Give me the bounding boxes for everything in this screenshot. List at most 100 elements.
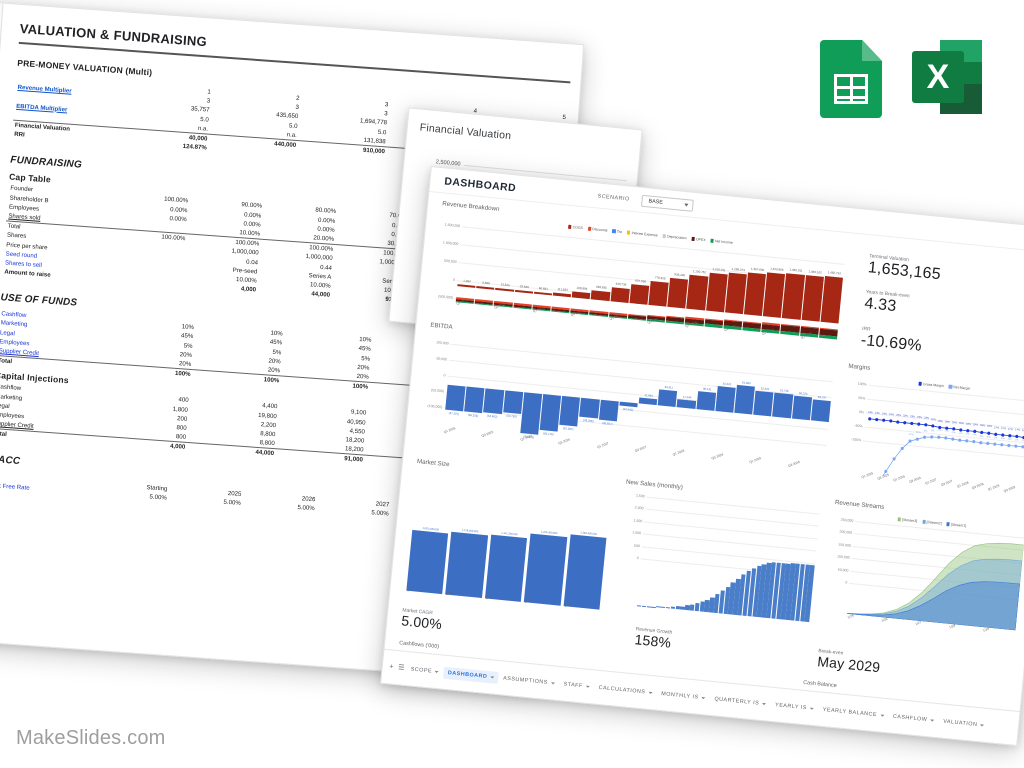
bar-label: (67,337) <box>562 426 574 432</box>
sheet-tab-monthly-is[interactable]: MONTHLY IS <box>657 687 710 704</box>
bar-label: 936,240 <box>674 272 686 278</box>
data-label: -2% <box>944 429 949 434</box>
data-label: 20% <box>944 419 950 424</box>
kpi-irr: IRR -10.69% <box>860 326 1024 366</box>
chevron-down-icon[interactable] <box>762 702 767 705</box>
axis-tick: 200,000 <box>839 530 853 536</box>
axis-tick: 50,000 <box>436 356 448 362</box>
axis-tick: 2,500 <box>635 493 645 499</box>
axis-tick: 50% <box>858 395 866 401</box>
sheet-tab-quarterly-is[interactable]: QUARTERLY IS <box>710 692 771 710</box>
axis-tick: (500,000) <box>438 294 454 300</box>
bar-label: 11,894 <box>644 393 654 398</box>
revenue-stream-area <box>847 528 1024 630</box>
tab-label: SCOPE <box>410 665 433 675</box>
bar-label: 54,420 <box>722 381 732 387</box>
chevron-down-icon[interactable] <box>648 691 653 694</box>
chevron-down-icon[interactable] <box>550 681 555 685</box>
data-label: -17% <box>907 432 914 437</box>
axis-tick: 0% <box>858 409 865 415</box>
bar-label: 34,411 <box>664 385 674 390</box>
bar-label: (43,296) <box>582 417 594 423</box>
chevron-down-icon <box>684 203 689 207</box>
legend-item: Discounts <box>587 227 608 233</box>
revenue-stream-area <box>847 568 1020 631</box>
data-label: -3% <box>951 430 956 435</box>
axis-tick: 150,000 <box>838 542 852 548</box>
tab-label: MONTHLY IS <box>661 690 699 701</box>
data-label: 19% <box>972 423 978 427</box>
sheet-tab-assumptions[interactable]: ASSUMPTIONS <box>499 672 560 690</box>
scenario-value: BASE <box>648 198 664 206</box>
data-label: 18% <box>986 425 992 429</box>
panel-new-sales: New Sales (monthly) 2,500 2,000 1,500 1,000… <box>605 476 825 670</box>
data-label: 23% <box>909 415 915 419</box>
margins-legend: Gross Margin Net Margin <box>918 382 970 391</box>
scenario-select[interactable]: BASE <box>640 194 694 212</box>
axis-tick: (50,000) <box>430 388 445 394</box>
kpi-revenue-growth: Revenue Growth 158% <box>634 627 672 651</box>
bar-label: 1,100,752 <box>692 268 707 275</box>
sheet-tab-calculations[interactable]: CALCULATIONS <box>594 681 657 699</box>
sheet-tab-scope[interactable]: SCOPE <box>406 663 443 678</box>
data-label: 22% <box>930 417 936 422</box>
chevron-down-icon[interactable] <box>585 685 590 688</box>
axis-tick: 0 <box>636 555 639 561</box>
bar-label: 50,225 <box>798 391 808 396</box>
axis-tick: 2,000 <box>634 505 644 511</box>
all-sheets-icon[interactable]: ☰ <box>397 664 405 672</box>
chevron-down-icon[interactable] <box>879 713 885 717</box>
chevron-down-icon[interactable] <box>701 696 706 699</box>
data-label: -3% <box>930 428 935 433</box>
bar-label: 17,044 <box>682 394 692 400</box>
chevron-down-icon[interactable] <box>930 718 935 722</box>
data-label: 17% <box>993 426 999 430</box>
excel-icon: X <box>912 40 982 114</box>
bar-label: 1,450,011 <box>789 267 803 273</box>
kpi-value: 158% <box>633 631 672 651</box>
bar-label: (57,197) <box>448 410 460 416</box>
bar-label: 1,298,373 <box>731 266 746 272</box>
margins-chart: Gross Margin Net Margin 100% 50% 0% -50% -100… <box>832 372 1024 512</box>
revenue-streams-plot <box>847 521 1024 630</box>
bar-label: 776,925 <box>654 275 666 281</box>
chevron-down-icon[interactable] <box>434 670 440 673</box>
sheet-tab-yearly-balance[interactable]: YEARLY BALANCE <box>818 703 888 722</box>
tab-label: CALCULATIONS <box>598 684 646 695</box>
new-sales-plot <box>637 493 820 623</box>
dashboard-title: DASHBOARD <box>443 175 517 195</box>
add-sheet-icon[interactable]: + <box>388 663 394 671</box>
data-label: -11% <box>915 430 921 435</box>
data-label: 23% <box>895 413 901 418</box>
axis-tick: 500 <box>633 543 641 548</box>
sheet-tab-cashflow[interactable]: CASHFLOW <box>888 710 938 727</box>
axis-tick: 0 <box>443 373 446 378</box>
legend-item: Net Income <box>710 239 733 245</box>
legend-item: [Stream3] <box>897 517 917 523</box>
kpi-terminal-valuation: Terminal Valuation 1,653,165 <box>867 254 1024 294</box>
data-label: 20% <box>937 419 943 423</box>
chevron-down-icon[interactable] <box>980 723 985 727</box>
chevron-down-icon[interactable] <box>809 707 814 710</box>
sheet-tab-yearly-is[interactable]: YEARLY IS <box>771 698 819 715</box>
data-label: 17% <box>1007 427 1013 431</box>
data-label: 23% <box>902 414 908 418</box>
axis-tick: 100% <box>857 381 867 387</box>
data-label: -4% <box>965 432 970 437</box>
tab-label: YEARLY BALANCE <box>822 706 878 718</box>
chevron-down-icon[interactable] <box>490 675 495 679</box>
sheet-tab-valuation[interactable]: VALUATION <box>939 715 989 732</box>
dashboard-sheet[interactable]: DASHBOARD SCENARIO BASE Revenue Breakdow… <box>380 166 1024 746</box>
axis-tick: 1,000,000 <box>442 240 459 247</box>
bar-label: 51,746 <box>779 388 789 394</box>
sheet-tab-dashboard[interactable]: DASHBOARD <box>443 666 499 684</box>
bar-label: 13,525 <box>500 282 510 288</box>
bar-label: 1,423,966 <box>769 266 784 272</box>
sheet-tab-staff[interactable]: STAFF <box>559 678 594 693</box>
axis-tick: 100,000 <box>435 340 449 346</box>
axis-tick: 50,000 <box>837 567 849 573</box>
data-label: -4% <box>958 432 963 436</box>
bar-label: (56,316) <box>467 412 479 418</box>
bar-label: 607,356 <box>634 278 647 284</box>
